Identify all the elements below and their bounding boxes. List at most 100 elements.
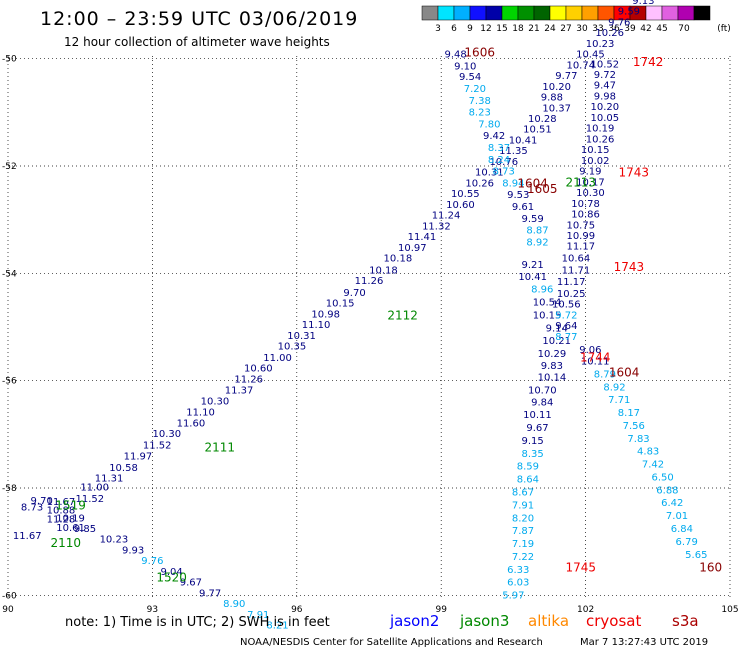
- legend-tick-label: 45: [656, 24, 667, 34]
- x-tick-label: 99: [435, 605, 447, 615]
- color-legend: 3 6 9 12 15 18 21 24 27 30 33 36 39 42 45 70 (ft): [421, 5, 731, 34]
- pass-time-label: 1605: [527, 182, 558, 196]
- wave-height-value: 9.70: [31, 496, 53, 507]
- wave-height-value: 9.59: [522, 214, 544, 225]
- wave-height-value: 10.41: [509, 135, 538, 146]
- y-tick-label: -52: [2, 162, 17, 172]
- wave-height-value: 8.21: [266, 621, 288, 632]
- legend-tick-label: 9: [467, 24, 473, 34]
- wave-height-value: 10.18: [369, 265, 398, 276]
- wave-height-value: 10.54: [533, 298, 562, 309]
- wave-height-value: 8.87: [526, 226, 548, 237]
- wave-height-value: 11.24: [432, 211, 461, 222]
- satellite-label-altika: altika: [528, 612, 569, 630]
- credit-line: NOAA/NESDIS Center for Satellite Applica…: [240, 637, 543, 648]
- pass-time-label: 2113: [566, 175, 597, 189]
- wave-height-value: 11.35: [499, 146, 528, 157]
- wave-height-value: 9.98: [594, 91, 616, 102]
- x-tick-label: 93: [147, 605, 158, 615]
- legend-swatch: [677, 5, 695, 21]
- pass-time-label: 160: [699, 561, 722, 575]
- legend-tick-label: 39: [624, 24, 636, 34]
- chart-subtitle: 12 hour collection of altimeter wave hei…: [64, 35, 330, 49]
- wave-height-value: 9.70: [343, 288, 365, 299]
- x-tick-label: 105: [721, 605, 738, 615]
- pass-time-label: 1744: [580, 350, 611, 364]
- wave-height-value: 7.91: [512, 500, 534, 511]
- wave-height-value: 6.88: [656, 485, 678, 496]
- wave-height-value: 6.03: [507, 578, 529, 589]
- wave-height-value: 8.67: [512, 488, 534, 499]
- wave-height-value: 10.55: [451, 189, 480, 200]
- wave-height-value: 9.10: [454, 61, 476, 72]
- wave-height-value: 11.10: [302, 320, 331, 331]
- wave-height-value: 10.52: [591, 59, 620, 70]
- wave-height-value: 8.73: [21, 503, 43, 514]
- wave-height-value: 9.83: [541, 361, 563, 372]
- legend-unit: (ft): [717, 24, 731, 34]
- wave-height-value: 10.15: [581, 145, 610, 156]
- legend-swatch: [469, 5, 487, 21]
- wave-height-value: 10.05: [591, 113, 620, 124]
- wave-height-value: 11.37: [225, 386, 254, 397]
- satellite-label-jason3: jason3: [459, 612, 509, 630]
- pass-time-label: 1604: [517, 176, 548, 190]
- wave-height-value: 7.91: [247, 610, 269, 621]
- wave-height-value: 10.88: [47, 506, 76, 517]
- wave-height-value: 8.73: [493, 167, 515, 178]
- wave-height-value: 11.31: [95, 474, 124, 485]
- pass-time-label: 1745: [566, 561, 597, 575]
- legend-tick-label: 12: [480, 24, 491, 34]
- wave-height-value: 10.86: [571, 210, 600, 221]
- wave-height-value: 10.51: [523, 125, 552, 136]
- wave-height-value: 11.52: [76, 494, 105, 505]
- wave-height-value: 7.71: [608, 395, 630, 406]
- wave-height-value: 9.72: [555, 310, 577, 321]
- legend-swatch: [437, 5, 455, 21]
- legend-swatch: [453, 5, 471, 21]
- wave-height-value: 9.21: [522, 260, 544, 271]
- wave-height-value: 7.19: [512, 539, 534, 550]
- wave-height-value: 11.52: [143, 440, 172, 451]
- x-tick-label: 90: [2, 605, 14, 615]
- satellite-label-s3a: s3a: [672, 612, 699, 630]
- wave-height-value: 10.23: [100, 535, 129, 546]
- wave-height-value: 10.30: [153, 429, 182, 440]
- wave-height-value: 9.04: [161, 567, 183, 578]
- wave-height-value: 9.15: [522, 436, 544, 447]
- legend-swatch: [693, 5, 711, 21]
- wave-height-value: 9.67: [180, 578, 202, 589]
- wave-height-value: 10.15: [533, 310, 562, 321]
- wave-height-value: 10.14: [538, 373, 567, 384]
- wave-height-value: 11.97: [124, 452, 153, 463]
- wave-height-value: 10.60: [446, 200, 475, 211]
- pass-time-label: 2111: [205, 440, 236, 454]
- wave-height-value: 10.11: [523, 410, 552, 421]
- wave-height-value: 11.17: [566, 242, 595, 253]
- wave-height-value: 11.67: [13, 531, 42, 542]
- wave-height-value: 10.75: [566, 220, 595, 231]
- pass-time-label: 1742: [633, 55, 664, 69]
- wave-height-value: 10.23: [586, 39, 615, 50]
- pass-time-label: 1743: [618, 166, 649, 180]
- wave-height-value: 10.20: [542, 82, 571, 93]
- wave-height-value: 8.94: [502, 178, 524, 189]
- legend-swatch: [517, 5, 535, 21]
- wave-height-value: 11.71: [562, 265, 591, 276]
- wave-height-value: 10.26: [586, 134, 615, 145]
- wave-height-value: 9.47: [594, 81, 616, 92]
- wave-height-value: 10.74: [566, 60, 595, 71]
- wave-height-value: 8.79: [594, 369, 616, 380]
- wave-height-value: 10.37: [542, 103, 571, 114]
- legend-tick-label: 30: [576, 24, 588, 34]
- wave-height-value: 8.90: [223, 599, 245, 610]
- wave-height-value: 7.56: [623, 421, 645, 432]
- wave-height-value: 8.96: [531, 285, 553, 296]
- wave-height-value: 10.29: [538, 349, 567, 360]
- wave-height-value: 10.02: [581, 156, 610, 167]
- wave-height-value: 11.60: [177, 418, 206, 429]
- wave-height-value: 10.26: [465, 178, 494, 189]
- wave-height-value: 10.19: [586, 124, 615, 135]
- wave-height-value: 9.06: [579, 345, 601, 356]
